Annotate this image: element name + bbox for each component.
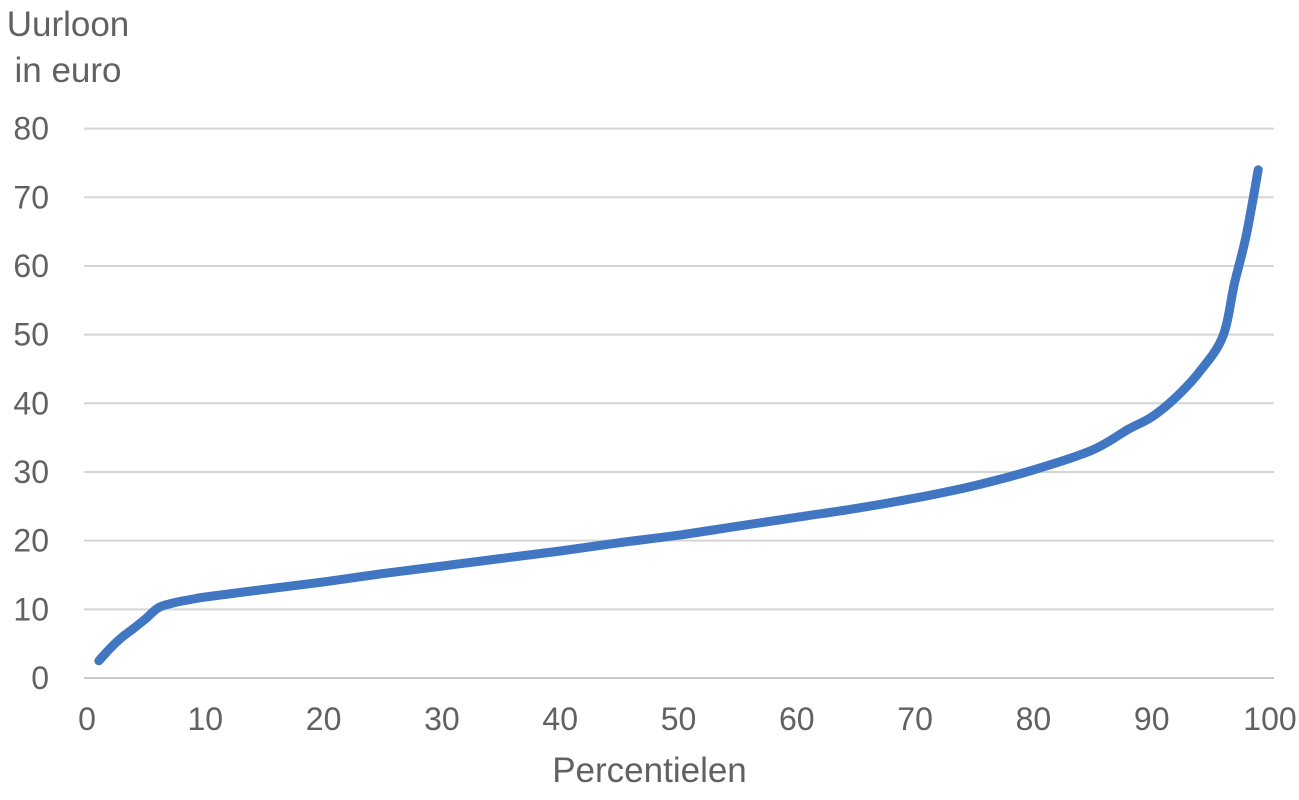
y-tick-label: 30 bbox=[13, 454, 49, 490]
x-tick-label: 60 bbox=[779, 701, 815, 737]
y-tick-label: 50 bbox=[13, 317, 49, 353]
wage-curve bbox=[94, 165, 1263, 666]
y-tick-label: 40 bbox=[13, 385, 49, 421]
y-tick-label: 10 bbox=[13, 591, 49, 627]
y-tick-label: 20 bbox=[13, 523, 49, 559]
x-tick-label: 30 bbox=[424, 701, 460, 737]
y-axis-title-line2: in euro bbox=[14, 51, 122, 90]
y-tick-label: 70 bbox=[13, 179, 49, 215]
y-axis-title: Uurloon in euro bbox=[2, 2, 134, 94]
x-tick-label: 20 bbox=[306, 701, 342, 737]
y-axis-title-line1: Uurloon bbox=[6, 5, 130, 44]
y-tick-label: 0 bbox=[31, 660, 49, 696]
x-tick-label: 10 bbox=[188, 701, 224, 737]
x-axis-title: Percentielen bbox=[552, 751, 747, 790]
x-tick-label: 70 bbox=[897, 701, 933, 737]
x-tick-label: 100 bbox=[1243, 701, 1296, 737]
y-tick-label: 80 bbox=[13, 111, 49, 147]
x-tick-label: 90 bbox=[1134, 701, 1170, 737]
x-tick-label: 0 bbox=[78, 701, 96, 737]
y-tick-label: 60 bbox=[13, 248, 49, 284]
x-tick-label: 80 bbox=[1016, 701, 1052, 737]
x-tick-label: 40 bbox=[542, 701, 578, 737]
x-tick-label: 50 bbox=[661, 701, 697, 737]
